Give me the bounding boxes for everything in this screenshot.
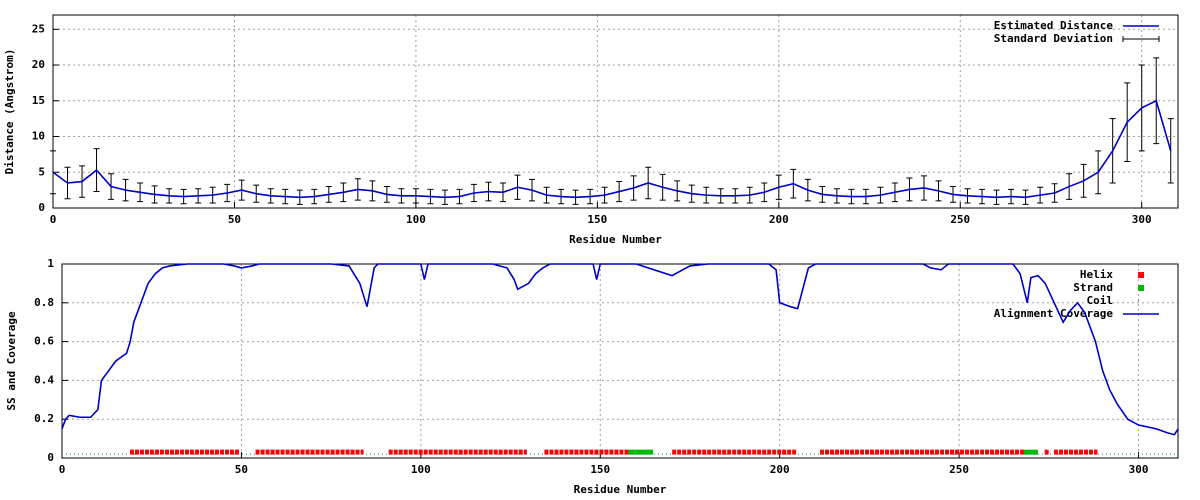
x-tick-label: 0	[50, 213, 57, 226]
x-tick-label: 100	[406, 213, 426, 226]
legend-label: Strand	[1073, 281, 1113, 294]
x-tick-label: 50	[235, 463, 248, 476]
legend-label: Helix	[1080, 268, 1113, 281]
x-tick-label: 200	[770, 463, 790, 476]
data-line	[52, 99, 1172, 199]
y-tick-label: 0.2	[34, 412, 54, 425]
x-tick-label: 0	[59, 463, 66, 476]
y-tick-label: 15	[32, 94, 45, 107]
x-tick-label: 150	[590, 463, 610, 476]
y-axis-label: SS and Coverage	[5, 311, 18, 411]
plot-frame	[61, 263, 1179, 459]
legend-swatch	[1122, 36, 1160, 42]
y-tick-label: 5	[38, 165, 45, 178]
y-axis-label: Distance (Angstrom)	[3, 49, 16, 175]
data-line	[61, 263, 1179, 436]
plot-frame	[52, 14, 1179, 209]
y-tick-label: 1	[47, 257, 54, 270]
x-axis-label: Residue Number	[574, 483, 667, 496]
y-tick-label: 0	[38, 201, 45, 214]
x-tick-label: 150	[587, 213, 607, 226]
y-tick-label: 0	[47, 451, 54, 464]
x-tick-label: 250	[949, 463, 969, 476]
x-tick-label: 100	[411, 463, 431, 476]
x-tick-label: 50	[228, 213, 241, 226]
legend-swatch	[1138, 300, 1139, 302]
y-tick-label: 20	[32, 58, 45, 71]
x-tick-label: 200	[769, 213, 789, 226]
y-tick-label: 0.6	[34, 335, 54, 348]
y-tick-label: 0.4	[34, 373, 54, 386]
x-axis-label: Residue Number	[569, 233, 662, 246]
y-tick-label: 10	[32, 130, 45, 143]
legend-label: Standard Deviation	[994, 32, 1113, 45]
x-tick-label: 300	[1129, 463, 1149, 476]
legend-swatch	[1138, 272, 1144, 278]
legend-swatch	[1138, 285, 1144, 291]
y-tick-label: 0.8	[34, 296, 54, 309]
y-tick-label: 25	[32, 22, 45, 35]
legend-label: Coil	[1087, 294, 1114, 307]
legend-label: Estimated Distance	[994, 19, 1114, 32]
x-tick-label: 250	[950, 213, 970, 226]
x-tick-label: 300	[1132, 213, 1152, 226]
legend-label: Alignment Coverage	[994, 307, 1114, 320]
